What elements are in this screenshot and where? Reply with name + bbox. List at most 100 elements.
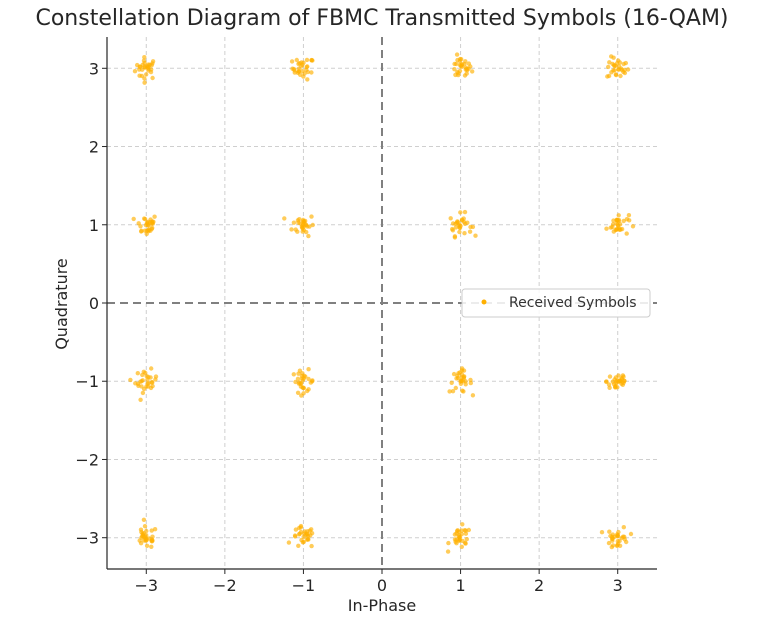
data-point-s0-c11-9 (606, 382, 612, 387)
data-point-s0-c9-19 (295, 390, 301, 395)
data-point-s0-c3-22 (623, 60, 628, 66)
data-point-s0-c0-1 (141, 58, 147, 63)
data-point-s0-c9-29 (306, 387, 311, 392)
data-point-s0-c6-9 (452, 235, 458, 240)
data-point-s0-c10-13 (463, 382, 468, 387)
data-point-s0-c4-27 (139, 229, 144, 234)
data-point-s0-c3-18 (614, 72, 619, 78)
ticks: −3 −2 −1 0 1 2 3 −3 −2 −1 0 1 2 3 (75, 59, 622, 595)
data-point-s0-c11-26 (615, 385, 620, 390)
data-point-s0-c6-16 (473, 233, 478, 238)
data-point-s0-c12-29 (144, 533, 149, 538)
legend: Received Symbols (461, 288, 651, 318)
data-point-s0-c12-17 (140, 531, 145, 536)
data-point-s0-c0-13 (144, 72, 149, 77)
y-tick-label: −2 (75, 450, 99, 469)
y-tick-label: 3 (89, 59, 99, 78)
data-point-s0-c3-28 (619, 66, 624, 71)
data-point-s0-c12-27 (138, 527, 144, 532)
data-point-s0-c10-16 (453, 385, 458, 391)
data-point-s0-c0-21 (142, 76, 147, 81)
data-point-s0-c2-26 (463, 65, 468, 70)
data-point-s0-c14-20 (463, 541, 468, 546)
data-point-s0-c14-24 (445, 549, 451, 554)
x-tick-label: 0 (377, 576, 387, 595)
data-point-s0-c4-29 (145, 221, 150, 226)
data-point-s0-c3-15 (618, 73, 623, 79)
data-point-s0-c15-23 (610, 538, 615, 543)
data-point-s0-c15-21 (610, 543, 616, 548)
data-point-s0-c14-22 (452, 532, 458, 537)
y-tick-label: 1 (89, 216, 99, 235)
data-point-s0-c15-29 (614, 543, 620, 548)
data-point-s0-c9-14 (296, 381, 302, 386)
data-point-s0-c2-23 (456, 72, 461, 78)
data-point-s0-c0-5 (132, 69, 138, 74)
data-point-s0-c4-25 (142, 228, 148, 233)
data-point-s0-c15-15 (599, 530, 605, 535)
data-point-s0-c1-0 (304, 57, 310, 63)
data-point-s0-c1-29 (301, 74, 306, 79)
data-point-s0-c12-7 (141, 517, 147, 522)
data-point-s0-c2-27 (459, 61, 465, 67)
data-point-s0-c8-18 (140, 372, 145, 378)
data-point-s0-c12-18 (149, 528, 154, 533)
data-point-s0-c14-29 (457, 535, 462, 540)
data-point-s0-c13-19 (303, 532, 309, 538)
data-point-s0-c6-21 (465, 220, 470, 225)
data-point-s0-c10-27 (458, 379, 463, 384)
data-point-s0-c2-9 (454, 61, 459, 67)
data-point-s0-c1-23 (289, 59, 295, 64)
data-point-s0-c6-6 (467, 229, 473, 234)
data-point-s0-c12-23 (139, 535, 144, 540)
data-point-s0-c1-28 (297, 61, 302, 66)
data-point-s0-c13-23 (309, 527, 314, 532)
data-point-s0-c9-5 (306, 376, 311, 382)
data-point-s0-c8-27 (145, 377, 150, 382)
legend-marker-received-symbols (481, 299, 487, 305)
data-point-s0-c15-13 (608, 533, 613, 539)
data-point-s0-c2-28 (466, 61, 471, 66)
x-axis-label: In-Phase (348, 596, 416, 615)
data-point-s0-c5-22 (298, 221, 303, 226)
data-point-s0-c1-8 (294, 57, 299, 63)
data-point-s0-c5-29 (303, 222, 309, 228)
data-point-s0-c0-27 (149, 62, 154, 68)
data-point-s0-c3-19 (612, 63, 617, 69)
data-point-s0-c9-15 (299, 393, 304, 398)
data-point-s0-c12-19 (149, 544, 154, 549)
data-point-s0-c10-2 (449, 380, 454, 385)
data-point-s0-c1-26 (305, 69, 311, 75)
data-point-s0-c14-27 (460, 538, 465, 544)
data-point-s0-c5-3 (297, 217, 302, 222)
data-point-s0-c10-9 (461, 389, 466, 394)
data-point-s0-c15-5 (606, 540, 612, 546)
data-point-s0-c12-26 (149, 537, 155, 542)
data-point-s0-c4-19 (142, 216, 148, 222)
x-tick-label: −1 (292, 576, 316, 595)
data-point-s0-c4-12 (144, 231, 149, 237)
data-point-s0-c5-10 (291, 220, 297, 225)
data-point-s0-c9-24 (300, 385, 305, 390)
y-tick-label: −3 (75, 529, 99, 548)
data-point-s0-c3-21 (607, 60, 612, 65)
data-point-s0-c8-22 (138, 397, 143, 402)
data-point-s0-c5-13 (295, 229, 300, 234)
data-point-s0-c14-23 (446, 540, 451, 546)
data-point-s0-c4-2 (131, 216, 136, 222)
data-point-s0-c6-2 (457, 229, 462, 235)
data-point-s0-c7-13 (630, 224, 636, 229)
y-axis-label: Quadrature (52, 258, 71, 350)
data-point-s0-c10-14 (470, 393, 476, 398)
data-point-s0-c9-26 (297, 368, 303, 373)
data-point-s0-c1-9 (309, 70, 314, 75)
data-point-s0-c3-6 (606, 64, 611, 70)
data-point-s0-c6-15 (460, 218, 465, 223)
y-tick-label: −1 (75, 372, 99, 391)
data-point-s0-c7-18 (614, 221, 619, 226)
data-point-s0-c7-25 (617, 226, 622, 231)
y-tick-label: 2 (89, 138, 99, 157)
data-point-s0-c9-4 (295, 376, 301, 381)
data-point-s0-c5-17 (309, 214, 314, 219)
